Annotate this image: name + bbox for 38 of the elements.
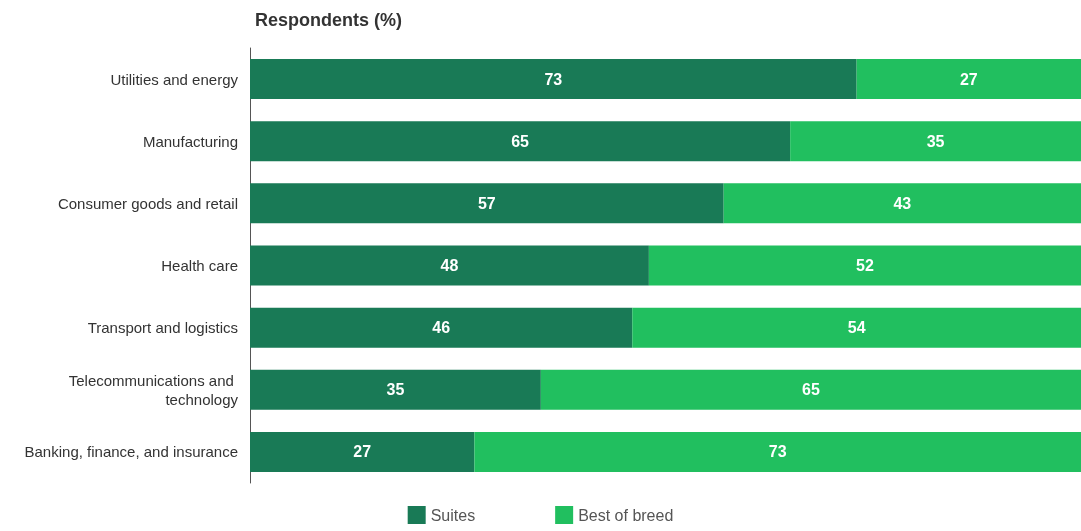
bar [474, 431, 1081, 472]
data-label: 52 [856, 257, 874, 274]
y-tick-label: Banking, finance, and insurance [24, 443, 238, 461]
y-tick-label: Manufacturing [142, 132, 238, 150]
data-label: 27 [959, 70, 978, 88]
data-label: 73 [544, 70, 563, 88]
data-label: 35 [386, 381, 405, 399]
bar [250, 183, 724, 224]
bar [250, 59, 857, 100]
y-tick-label: Transport and logistics [87, 319, 238, 337]
bar [250, 307, 633, 348]
data-label: 65 [511, 132, 530, 150]
data-label: 57 [477, 194, 496, 212]
data-label: 43 [893, 194, 912, 212]
bar [723, 183, 1081, 224]
y-tick-label: Telecommunications and technology [68, 371, 239, 408]
bar [250, 431, 475, 472]
bar [632, 307, 1081, 348]
bar [790, 121, 1081, 162]
data-label: 54 [847, 319, 866, 337]
chart-title: Respondents (%) [255, 10, 403, 30]
bar [648, 245, 1081, 286]
bar [250, 369, 541, 410]
bar [250, 245, 649, 286]
legend-label: Best of breed [578, 506, 674, 524]
data-label: 73 [768, 443, 787, 461]
data-label: 65 [802, 381, 820, 399]
y-tick-label: Utilities and energy [110, 70, 239, 88]
bar [250, 121, 791, 162]
legend-label: Suites [430, 506, 476, 524]
data-label: 35 [926, 132, 945, 150]
data-label: 27 [353, 443, 372, 461]
bar [540, 369, 1081, 410]
bar [856, 59, 1081, 100]
y-tick-label: Health care [161, 257, 238, 274]
y-tick-label: Consumer goods and retail [57, 194, 238, 212]
data-label: 46 [432, 319, 451, 337]
data-label: 48 [440, 257, 459, 274]
